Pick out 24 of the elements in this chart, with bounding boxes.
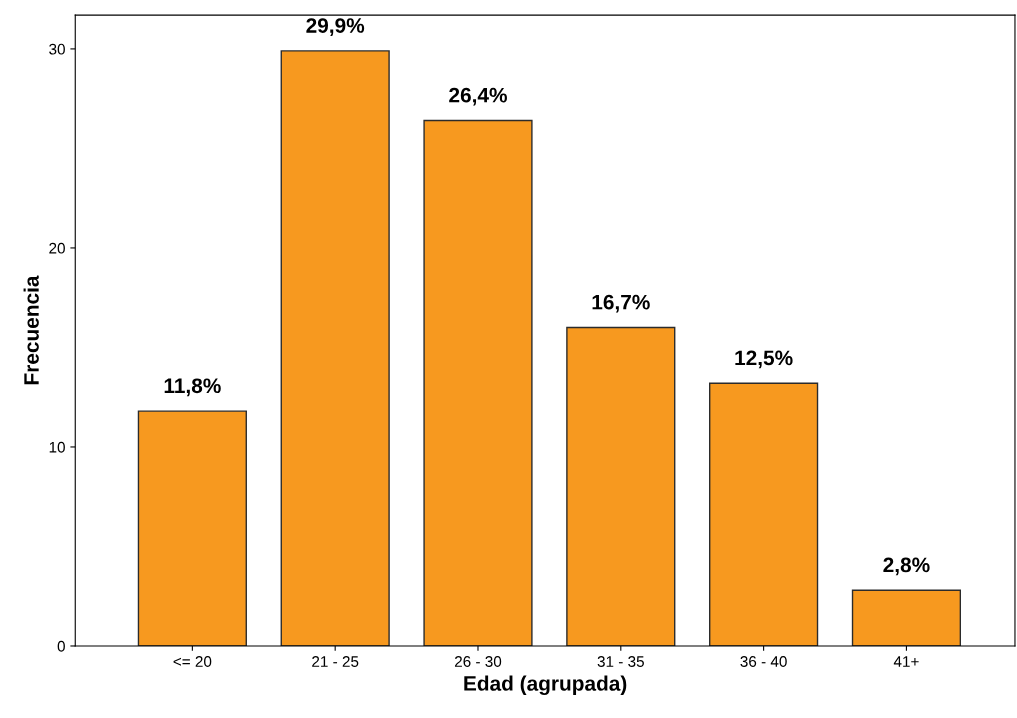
y-axis-title: Frecuencia bbox=[23, 275, 39, 385]
annotation: 16,7% bbox=[592, 294, 650, 313]
annotation: 12,5% bbox=[735, 350, 793, 369]
x-tick-label: <= 20 bbox=[173, 656, 212, 667]
bar bbox=[423, 119, 533, 646]
x-tick-label: 36 - 40 bbox=[740, 656, 787, 667]
x-tick-label: 26 - 30 bbox=[454, 656, 502, 667]
x-tick-label: 41+ bbox=[893, 656, 919, 667]
bar bbox=[851, 589, 962, 646]
bar bbox=[566, 326, 676, 646]
bar bbox=[137, 410, 247, 646]
y-tick-label: 20 bbox=[49, 242, 65, 254]
annotation: 29,9% bbox=[306, 18, 365, 36]
annotation: 11,8% bbox=[164, 378, 221, 397]
y-tick-label: 10 bbox=[49, 441, 65, 453]
y-tick-label: 30 bbox=[49, 43, 65, 55]
y-tick-label: 0 bbox=[57, 640, 65, 652]
x-axis-title: Edad (agrupada) bbox=[464, 675, 627, 696]
bar bbox=[280, 50, 390, 646]
annotation: 2,8% bbox=[883, 557, 930, 576]
x-tick-label: 31 - 35 bbox=[597, 656, 644, 667]
x-tick-label: 21 - 25 bbox=[312, 656, 359, 667]
bar bbox=[709, 382, 819, 646]
annotation: 26,4% bbox=[449, 87, 507, 106]
